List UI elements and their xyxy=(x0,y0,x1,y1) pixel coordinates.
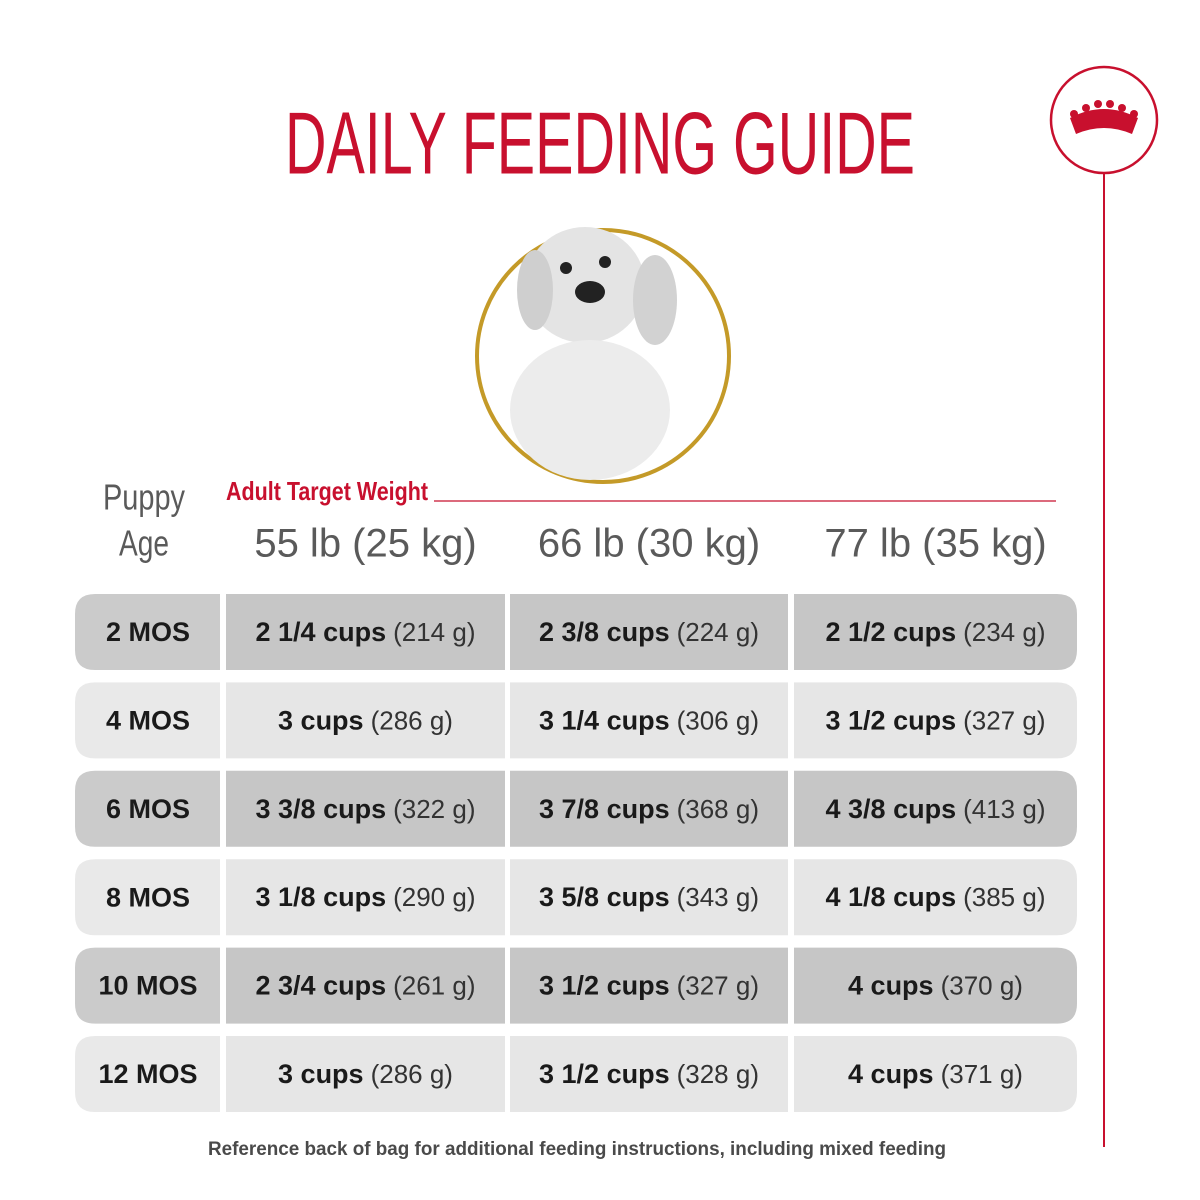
grams: (322 g) xyxy=(393,794,475,824)
age-cell-bg xyxy=(75,682,220,759)
cell-bg xyxy=(510,947,788,1024)
feeding-amount: 4 1/8 cups (385 g) xyxy=(826,882,1046,912)
cups: 3 7/8 cups xyxy=(539,794,670,824)
grams: (290 g) xyxy=(393,882,475,912)
feeding-amount: 3 cups (286 g) xyxy=(278,1059,453,1089)
age-cell-bg xyxy=(75,594,220,670)
cups: 2 3/8 cups xyxy=(539,617,670,647)
age-cell-bg xyxy=(75,859,220,936)
age-label: 4 MOS xyxy=(106,706,190,736)
grams: (286 g) xyxy=(371,1059,453,1089)
cell-bg xyxy=(510,770,788,847)
cell-bg xyxy=(794,947,1077,1024)
age-label: 12 MOS xyxy=(98,1059,197,1089)
grams: (368 g) xyxy=(677,794,759,824)
weight-column-header: 66 lb (30 kg) xyxy=(538,522,760,566)
weight-column-header: 77 lb (35 kg) xyxy=(824,522,1046,566)
cell-bg xyxy=(226,947,505,1024)
table: 55 lb (25 kg) 66 lb (30 kg) 77 lb (35 kg) 2… xyxy=(75,522,1077,1112)
age-header: Age xyxy=(119,523,169,564)
cell-bg xyxy=(226,859,505,936)
feeding-amount: 2 3/4 cups (261 g) xyxy=(256,970,476,1000)
cups: 2 3/4 cups xyxy=(256,971,387,1001)
weight-column-header: 55 lb (25 kg) xyxy=(254,522,476,566)
grams: (306 g) xyxy=(677,705,759,735)
age-label: 8 MOS xyxy=(106,882,190,912)
feeding-amount: 4 cups (370 g) xyxy=(848,970,1023,1000)
grams: (370 g) xyxy=(941,970,1023,1000)
feeding-amount: 2 1/4 cups (214 g) xyxy=(256,617,476,647)
feeding-amount: 4 3/8 cups (413 g) xyxy=(826,794,1046,824)
feeding-amount: 2 1/2 cups (234 g) xyxy=(826,617,1046,647)
crown-logo xyxy=(1070,100,1138,134)
cups: 3 1/2 cups xyxy=(539,1059,670,1089)
footer-note: Reference back of bag for additional fee… xyxy=(208,1139,946,1160)
title: DAILY FEEDING GUIDE xyxy=(285,93,915,192)
cups: 4 cups xyxy=(848,971,934,1001)
cups: 4 cups xyxy=(848,1059,934,1089)
weight-caption: Adult Target Weight xyxy=(226,476,428,506)
feeding-amount: 3 1/2 cups (327 g) xyxy=(539,970,759,1000)
age-cell-bg xyxy=(75,947,220,1024)
feeding-amount: 3 3/8 cups (322 g) xyxy=(256,794,476,824)
cups: 3 1/2 cups xyxy=(539,971,670,1001)
cell-bg xyxy=(794,682,1077,759)
age-label: 10 MOS xyxy=(98,971,197,1001)
grams: (385 g) xyxy=(963,882,1045,912)
cell-bg xyxy=(226,770,505,847)
cell-bg xyxy=(794,594,1077,670)
grams: (286 g) xyxy=(371,705,453,735)
feeding-amount: 3 1/2 cups (328 g) xyxy=(539,1059,759,1089)
cups: 3 cups xyxy=(278,1059,364,1089)
grams: (214 g) xyxy=(393,617,475,647)
grams: (343 g) xyxy=(677,882,759,912)
grams: (224 g) xyxy=(677,617,759,647)
cell-bg xyxy=(510,594,788,670)
grams: (328 g) xyxy=(677,1059,759,1089)
grams: (413 g) xyxy=(963,794,1045,824)
grams: (234 g) xyxy=(963,617,1045,647)
feeding-amount: 2 3/8 cups (224 g) xyxy=(539,617,759,647)
cups: 2 1/4 cups xyxy=(256,617,387,647)
cups: 3 1/8 cups xyxy=(256,882,387,912)
feeding-amount: 3 1/2 cups (327 g) xyxy=(826,705,1046,735)
age-label: 2 MOS xyxy=(106,617,190,647)
feeding-amount: 3 1/8 cups (290 g) xyxy=(256,882,476,912)
cell-bg xyxy=(510,859,788,936)
cups: 4 1/8 cups xyxy=(826,882,957,912)
cups: 3 1/4 cups xyxy=(539,706,670,736)
cell-bg xyxy=(226,682,505,759)
age-cell-bg xyxy=(75,1036,220,1112)
cell-bg xyxy=(794,859,1077,936)
grams: (261 g) xyxy=(393,970,475,1000)
puppy-illustration xyxy=(510,227,677,480)
cell-bg xyxy=(510,1036,788,1112)
cups: 4 3/8 cups xyxy=(826,794,957,824)
cups: 3 1/2 cups xyxy=(826,706,957,736)
feeding-amount: 3 1/4 cups (306 g) xyxy=(539,705,759,735)
age-header: Puppy xyxy=(103,477,185,518)
cups: 3 3/8 cups xyxy=(256,794,387,824)
age-label: 6 MOS xyxy=(106,794,190,824)
age-cell-bg xyxy=(75,770,220,847)
cell-bg xyxy=(794,1036,1077,1112)
grams: (327 g) xyxy=(677,970,759,1000)
cell-bg xyxy=(510,682,788,759)
cups: 2 1/2 cups xyxy=(826,617,957,647)
cups: 3 cups xyxy=(278,706,364,736)
grams: (371 g) xyxy=(941,1059,1023,1089)
feeding-amount: 3 cups (286 g) xyxy=(278,705,453,735)
cups: 3 5/8 cups xyxy=(539,882,670,912)
cell-bg xyxy=(226,1036,505,1112)
feeding-amount: 4 cups (371 g) xyxy=(848,1059,1023,1089)
feeding-amount: 3 7/8 cups (368 g) xyxy=(539,794,759,824)
grams: (327 g) xyxy=(963,705,1045,735)
cell-bg xyxy=(226,594,505,670)
cell-bg xyxy=(794,770,1077,847)
feeding-amount: 3 5/8 cups (343 g) xyxy=(539,882,759,912)
